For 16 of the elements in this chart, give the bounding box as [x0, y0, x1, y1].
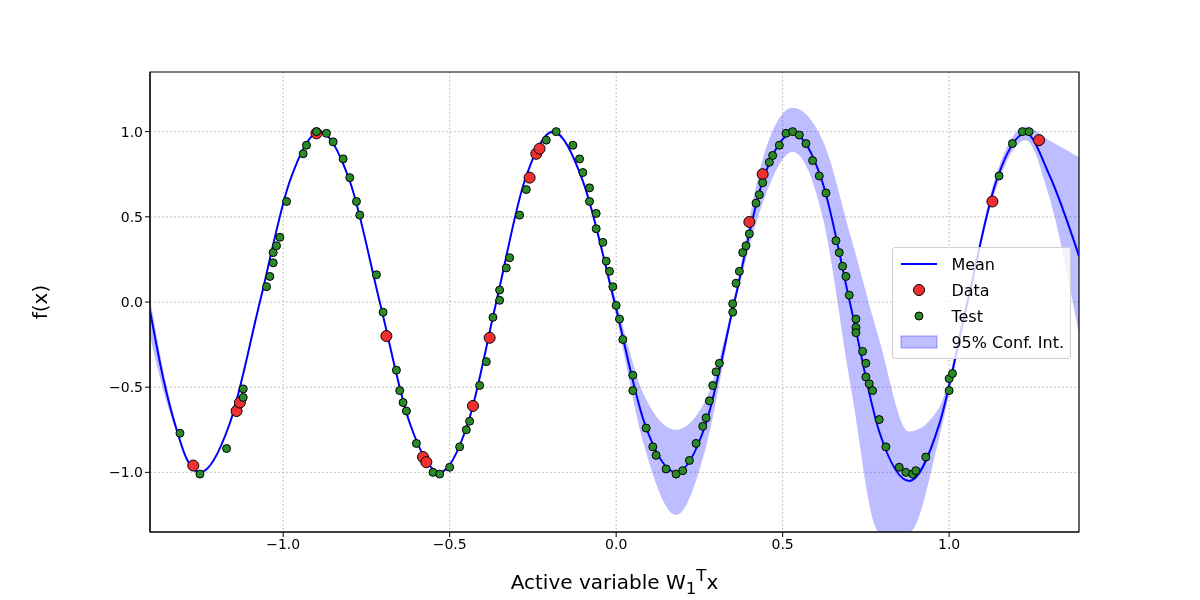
x-tick-label: 1.0: [938, 535, 961, 552]
y-tick-label: 1.0: [120, 123, 143, 140]
legend-label: 95% Conf. Int.: [951, 332, 1064, 352]
y-tick-label: −1.0: [109, 464, 143, 481]
y-tick-label: −0.5: [109, 379, 143, 396]
y-axis-title: f(x): [28, 284, 52, 320]
y-tick-label: 0.5: [120, 208, 143, 225]
legend-label: Data: [951, 280, 990, 300]
x-tick-label: −1.0: [266, 535, 301, 552]
legend-label: Test: [951, 306, 983, 326]
y-tick-label: 0.0: [120, 293, 143, 310]
x-tick-label: −0.5: [432, 535, 467, 552]
x-tick-label: 0.0: [605, 535, 628, 552]
x-axis-title: Active variable W$_{1}$$^{T}$x: [510, 566, 719, 598]
x-tick-label: 0.5: [771, 535, 794, 552]
legend-label: Mean: [951, 254, 995, 274]
